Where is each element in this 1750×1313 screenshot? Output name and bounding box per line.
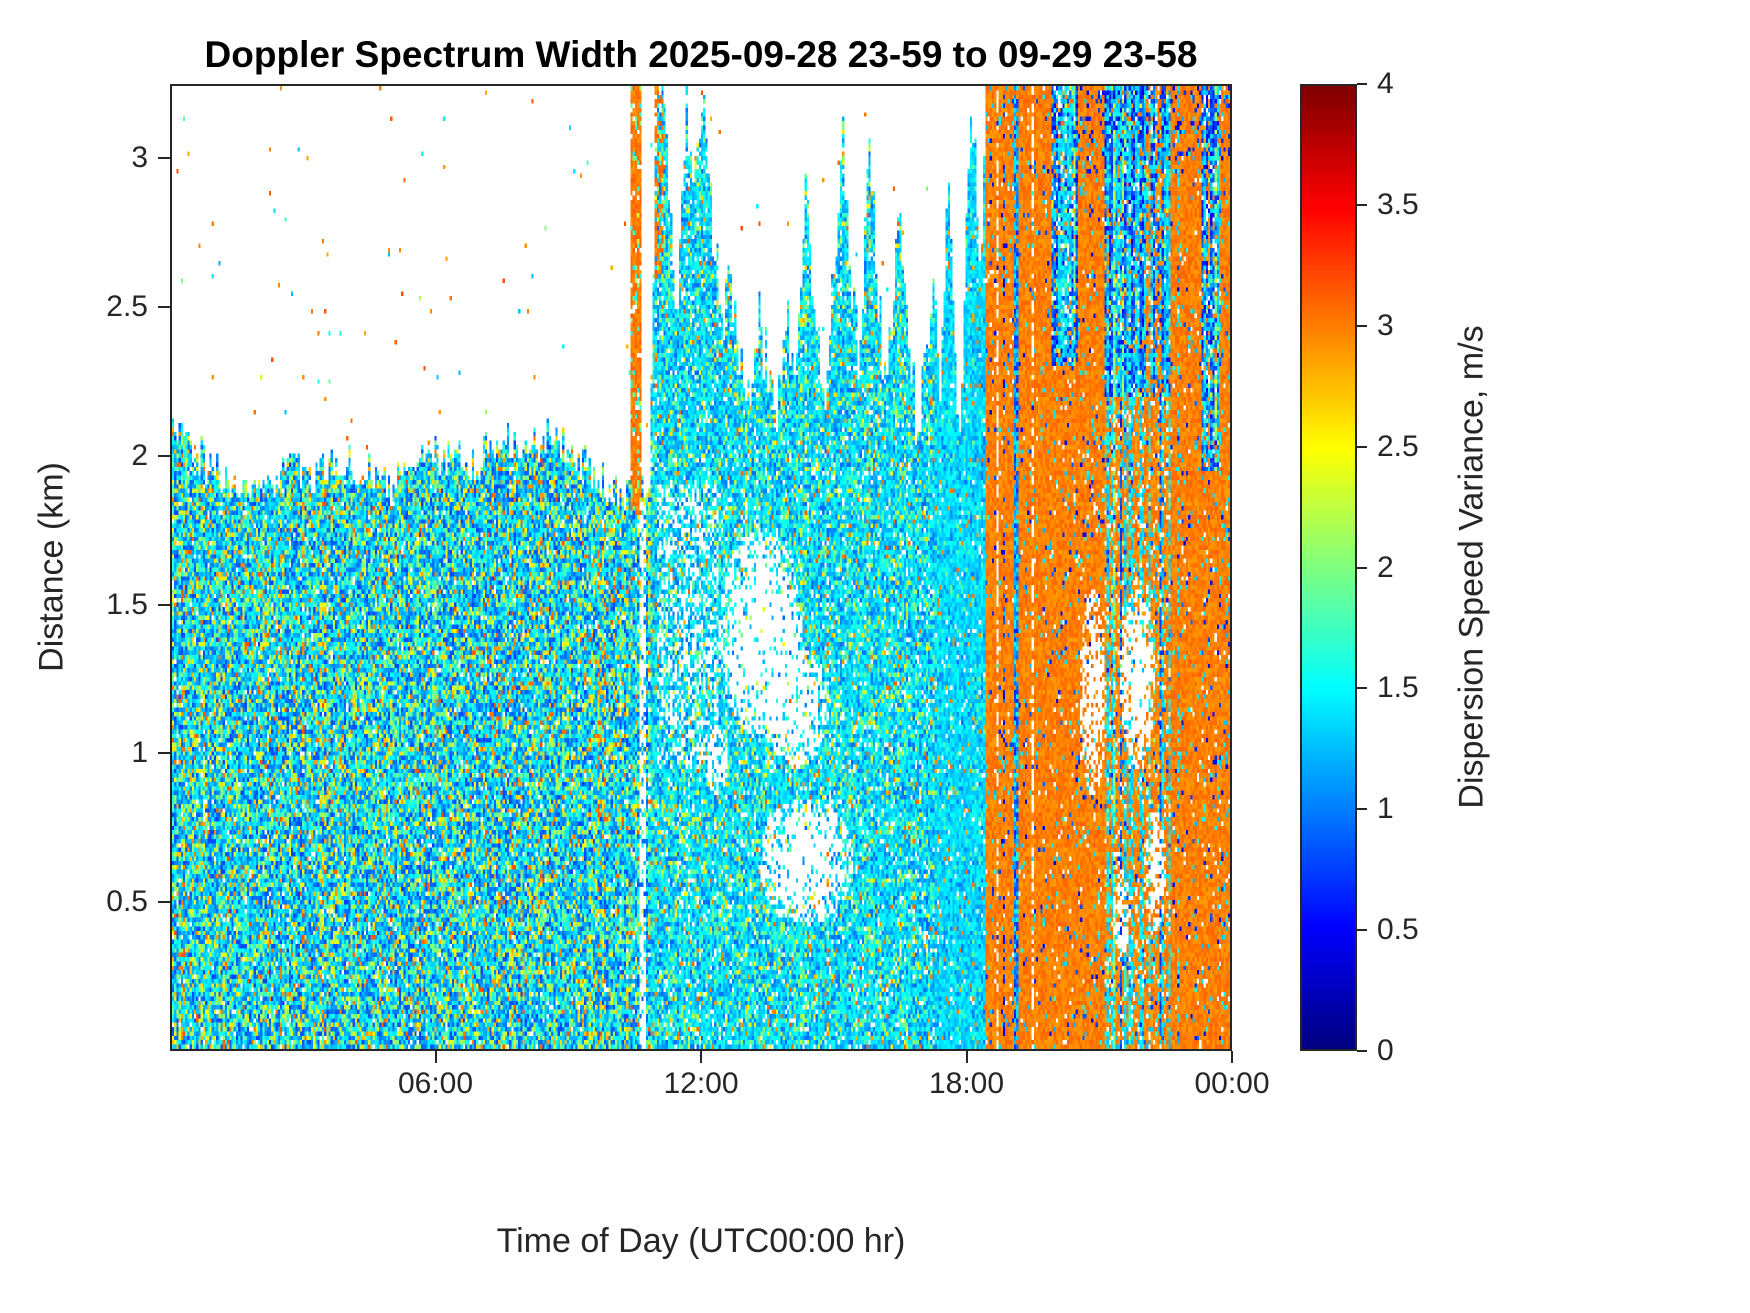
colorbar-tick-mark xyxy=(1357,808,1367,811)
x-tick-label: 18:00 xyxy=(928,1067,1005,1100)
y-tick-label: 1.5 xyxy=(106,587,148,621)
colorbar-tick-mark xyxy=(1357,83,1367,85)
plot-area xyxy=(170,84,1232,1051)
colorbar-tick-label: 1.5 xyxy=(1377,671,1419,705)
colorbar-tick-mark xyxy=(1357,445,1367,448)
y-tick-mark xyxy=(158,901,170,904)
y-tick-mark xyxy=(158,306,170,309)
colorbar-tick-label: 4 xyxy=(1377,67,1394,100)
colorbar-tick-label: 3.5 xyxy=(1377,187,1419,221)
colorbar-tick-label: 0.5 xyxy=(1377,913,1419,947)
colorbar-tick-mark xyxy=(1357,1050,1367,1052)
y-tick-mark xyxy=(158,157,170,160)
x-tick-mark xyxy=(434,1051,437,1063)
chart-title: Doppler Spectrum Width 2025-09-28 23-59 … xyxy=(204,34,1198,75)
x-tick-label: 06:00 xyxy=(397,1067,474,1100)
x-tick-mark xyxy=(965,1051,968,1063)
x-tick-label: 12:00 xyxy=(663,1067,739,1100)
colorbar-tick-label: 1 xyxy=(1377,792,1394,826)
y-tick-label: 0.5 xyxy=(106,885,148,919)
colorbar-tick-label: 2 xyxy=(1377,550,1394,584)
y-axis-label: Distance (km) xyxy=(32,462,71,672)
colorbar-tick-mark xyxy=(1357,929,1367,932)
x-axis-label: Time of Day (UTC00:00 hr) xyxy=(496,1222,906,1260)
colorbar-tick-label: 0 xyxy=(1377,1034,1394,1067)
colorbar-tick-mark xyxy=(1357,566,1367,569)
y-tick-label: 3 xyxy=(131,141,148,175)
colorbar-gradient-canvas xyxy=(1302,86,1355,1049)
colorbar-tick-mark xyxy=(1357,203,1367,206)
heatmap-canvas xyxy=(172,86,1230,1049)
colorbar-tick-label: 3 xyxy=(1377,308,1394,342)
y-tick-mark xyxy=(158,752,170,755)
y-tick-mark xyxy=(158,454,170,457)
y-tick-mark xyxy=(158,603,170,606)
colorbar xyxy=(1300,84,1357,1051)
colorbar-tick-mark xyxy=(1357,324,1367,327)
colorbar-tick-label: 2.5 xyxy=(1377,429,1419,463)
colorbar-label: Dispersion Speed Variance, m/s xyxy=(1452,325,1491,809)
x-tick-label: 00:00 xyxy=(1194,1067,1270,1100)
colorbar-tick-mark xyxy=(1357,687,1367,690)
x-tick-mark xyxy=(700,1051,702,1063)
x-tick-mark xyxy=(1231,1051,1233,1063)
y-tick-label: 1 xyxy=(131,736,148,770)
y-tick-label: 2.5 xyxy=(106,290,148,324)
y-tick-label: 2 xyxy=(131,438,148,472)
